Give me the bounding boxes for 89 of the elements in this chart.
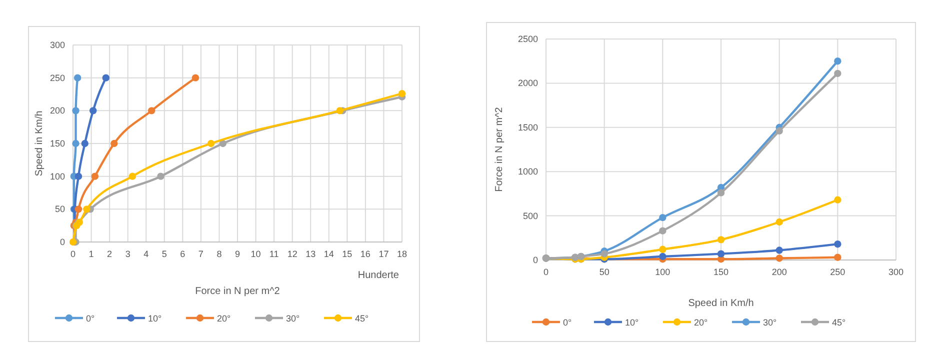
- legend-label: 45°: [832, 318, 846, 328]
- point: [776, 127, 783, 135]
- point: [72, 140, 80, 148]
- legend-label: 10°: [625, 318, 640, 328]
- x-tick-label: 15: [342, 249, 352, 259]
- point: [90, 107, 97, 114]
- point: [83, 206, 90, 213]
- y-tick-label: 200: [50, 106, 65, 116]
- legend-label: 30°: [286, 314, 300, 324]
- point: [219, 140, 226, 148]
- x-tick-label: 11: [269, 249, 279, 259]
- x-tick-label: 3: [125, 249, 130, 259]
- y-tick-label: 50: [54, 204, 65, 214]
- legend-label: 20°: [217, 314, 232, 324]
- x-tick-label: 50: [599, 267, 610, 277]
- x-tick-label: 10: [250, 249, 261, 259]
- x-axis-title: Force in N per m^2: [195, 286, 280, 297]
- x-tick-label: 14: [324, 249, 334, 259]
- text: Hunderte: [358, 270, 400, 281]
- x-axis-title: Speed in Km/h: [688, 298, 754, 309]
- x-tick-label: 100: [655, 267, 670, 277]
- y-tick-label: 2500: [518, 34, 538, 44]
- legend-label: 0°: [86, 314, 96, 324]
- point: [834, 58, 842, 65]
- point: [659, 252, 666, 260]
- x-tick-label: 6: [180, 249, 186, 259]
- point: [91, 172, 99, 180]
- x-tick-label: 1: [88, 249, 94, 259]
- point: [207, 140, 215, 148]
- y-tick-label: 0: [60, 237, 65, 247]
- y-tick-label: 150: [50, 138, 65, 148]
- x-tick-label: 4: [144, 249, 149, 259]
- point: [659, 214, 666, 222]
- point: [336, 107, 344, 114]
- y-tick-label: 100: [50, 171, 65, 182]
- x-tick-label: 17: [378, 249, 389, 259]
- point: [659, 227, 666, 234]
- legend-label: 30°: [763, 318, 778, 328]
- point: [81, 140, 88, 148]
- x-tick-label: 150: [713, 267, 729, 277]
- point: [834, 240, 842, 248]
- point: [717, 250, 725, 258]
- y-tick-label: 2000: [518, 78, 538, 88]
- point: [776, 218, 783, 226]
- x-tick-label: 16: [360, 249, 370, 259]
- point: [192, 74, 200, 82]
- x-tick-label: 200: [772, 267, 787, 277]
- point: [834, 196, 842, 204]
- point: [600, 250, 608, 258]
- point: [148, 107, 156, 114]
- x-tick-label: 0: [70, 249, 76, 259]
- x-tick-label: 7: [198, 249, 204, 259]
- legend-label: 45°: [355, 314, 370, 324]
- point: [157, 172, 164, 180]
- legend-label: 0°: [563, 318, 572, 328]
- x-tick-label: 250: [830, 267, 846, 277]
- point: [659, 246, 666, 253]
- point: [102, 74, 110, 82]
- x-tick-label: 8: [216, 249, 222, 259]
- legend-label: 10°: [148, 314, 162, 324]
- point: [74, 206, 82, 213]
- x-tick-label: 0: [543, 267, 549, 277]
- point: [834, 70, 842, 78]
- point: [717, 189, 725, 196]
- x-tick-label: 300: [888, 267, 904, 277]
- point: [834, 254, 842, 261]
- y-tick-label: 1000: [518, 166, 538, 177]
- point: [776, 246, 783, 254]
- x-tick-label: 18: [396, 249, 408, 259]
- point: [74, 74, 82, 82]
- x-tick-label: 9: [234, 249, 240, 259]
- x-tick-label: 13: [306, 249, 316, 259]
- y-tick-label: 300: [50, 40, 65, 50]
- point: [74, 172, 82, 180]
- point: [776, 254, 783, 262]
- y-tick-label: 250: [50, 72, 65, 83]
- point: [110, 140, 118, 148]
- x-tick-label: 12: [287, 249, 298, 259]
- y-axis-title: Speed in Km/h: [34, 110, 45, 176]
- point: [128, 172, 136, 180]
- x-tick-label: 2: [107, 249, 112, 259]
- y-tick-label: 500: [522, 210, 538, 221]
- legend-label: 20°: [694, 318, 708, 328]
- y-axis-title: Force in N per m^2: [494, 106, 505, 192]
- y-tick-label: 1500: [518, 122, 538, 132]
- point: [717, 236, 725, 244]
- point: [398, 90, 406, 98]
- x-tick-label: 5: [162, 249, 167, 259]
- point: [72, 107, 80, 114]
